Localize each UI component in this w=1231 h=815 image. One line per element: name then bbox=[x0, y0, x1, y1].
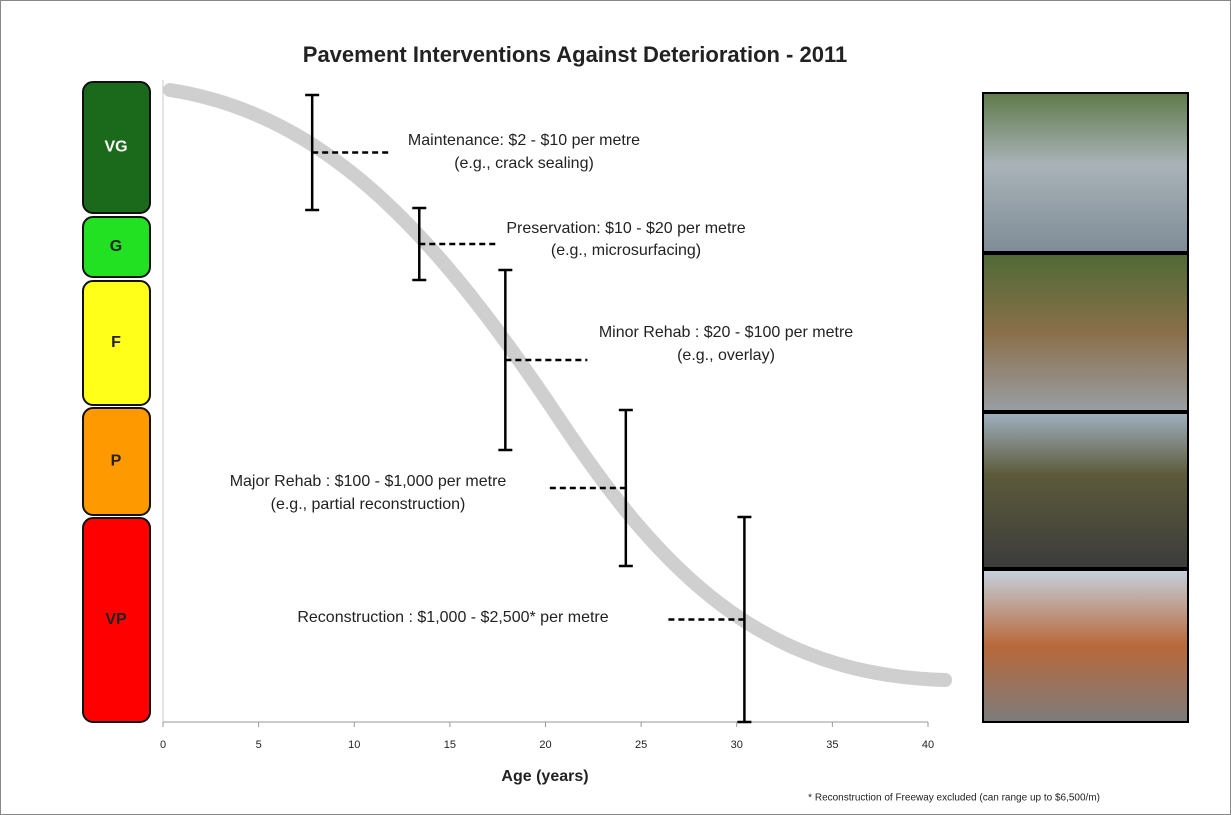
photo bbox=[982, 253, 1189, 412]
intervention-label: (e.g., microsurfacing) bbox=[551, 242, 701, 259]
x-tick-label: 0 bbox=[160, 739, 166, 751]
chart-title: Pavement Interventions Against Deteriora… bbox=[303, 42, 847, 67]
x-tick-label: 35 bbox=[826, 739, 838, 751]
condition-label: G bbox=[110, 238, 122, 255]
intervention-label: (e.g., crack sealing) bbox=[454, 155, 594, 172]
intervention-label: (e.g., overlay) bbox=[677, 347, 775, 364]
condition-band bbox=[82, 517, 151, 723]
x-axis-label: Age (years) bbox=[501, 768, 588, 785]
x-tick-label: 25 bbox=[635, 739, 647, 751]
photo bbox=[982, 412, 1189, 569]
photo bbox=[982, 569, 1189, 723]
photo bbox=[982, 92, 1189, 253]
intervention-label: Minor Rehab : $20 - $100 per metre bbox=[599, 324, 853, 341]
condition-band bbox=[82, 280, 151, 406]
x-tick-label: 20 bbox=[539, 739, 551, 751]
condition-label: VG bbox=[104, 139, 127, 156]
photos bbox=[982, 92, 1189, 723]
intervention-label: Reconstruction : $1,000 - $2,500* per me… bbox=[297, 609, 608, 626]
x-tick-label: 10 bbox=[348, 739, 360, 751]
condition-label: VP bbox=[105, 611, 127, 628]
x-tick-label: 30 bbox=[731, 739, 743, 751]
condition-label: F bbox=[111, 334, 121, 351]
deterioration-curve bbox=[163, 83, 952, 687]
condition-band bbox=[82, 407, 151, 516]
x-tick-label: 5 bbox=[256, 739, 262, 751]
x-tick-label: 40 bbox=[922, 739, 934, 751]
footnote: * Reconstruction of Freeway excluded (ca… bbox=[808, 793, 1100, 804]
condition-band bbox=[82, 216, 151, 278]
intervention-label: Major Rehab : $100 - $1,000 per metre bbox=[230, 473, 507, 490]
intervention-label: Maintenance: $2 - $10 per metre bbox=[408, 132, 640, 149]
intervention-label: (e.g., partial reconstruction) bbox=[271, 496, 466, 513]
x-tick-label: 15 bbox=[444, 739, 456, 751]
condition-band bbox=[82, 81, 151, 214]
intervention-label: Preservation: $10 - $20 per metre bbox=[506, 220, 745, 237]
condition-label: P bbox=[111, 453, 122, 470]
